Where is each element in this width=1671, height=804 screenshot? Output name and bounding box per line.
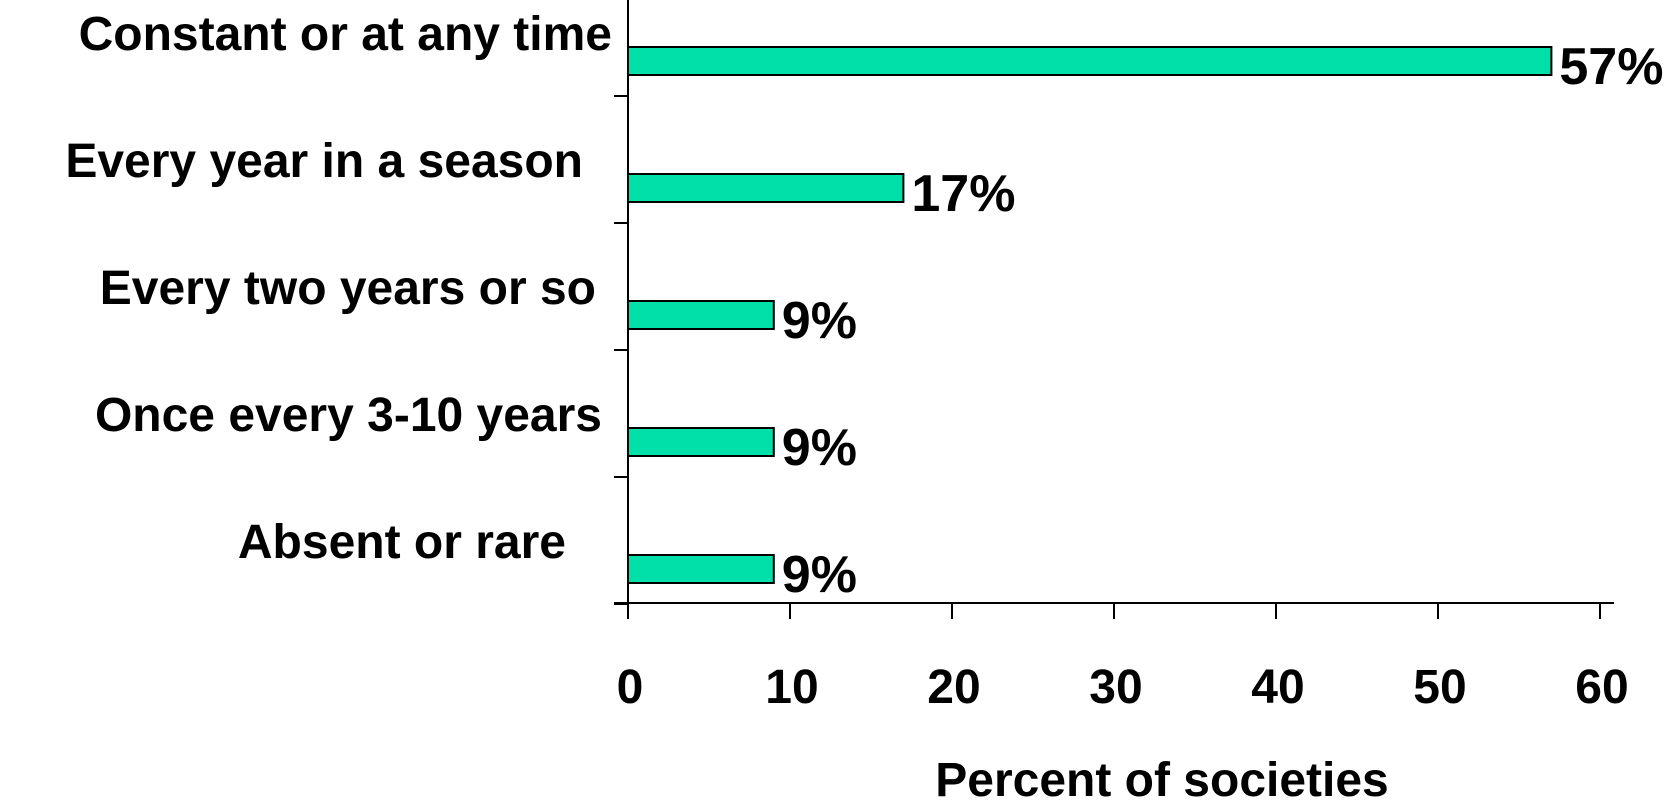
data-labels: 57% 17% 9% 9% 9%: [782, 38, 1664, 604]
category-label: Absent or rare: [238, 516, 566, 569]
x-tick-label: 40: [1251, 661, 1304, 714]
category-labels: Constant or at any time Every year in a s…: [65, 8, 612, 569]
bar: [627, 300, 775, 330]
x-tick-label: 0: [617, 661, 644, 714]
bar: [627, 46, 1553, 76]
bar: [627, 173, 905, 203]
bars: [627, 46, 1553, 584]
category-label: Once every 3-10 years: [95, 389, 602, 442]
data-label: 9%: [782, 292, 857, 350]
x-tick-label: 30: [1089, 661, 1142, 714]
data-label: 57%: [1559, 38, 1663, 96]
category-label: Every year in a season: [65, 135, 583, 188]
bar: [627, 554, 775, 584]
category-label: Every two years or so: [100, 262, 596, 315]
x-tick-label: 50: [1413, 661, 1466, 714]
x-tick-label: 20: [927, 661, 980, 714]
bar: [627, 427, 775, 457]
category-label: Constant or at any time: [79, 8, 612, 61]
data-label: 17%: [911, 165, 1015, 223]
x-tick-label: 60: [1575, 661, 1628, 714]
data-label: 9%: [782, 546, 857, 604]
data-label: 9%: [782, 419, 857, 477]
x-tick-label: 10: [765, 661, 818, 714]
x-axis-title: Percent of societies: [935, 754, 1389, 799]
x-tick-labels: 0 10 20 30 40 50 60: [617, 661, 1629, 714]
